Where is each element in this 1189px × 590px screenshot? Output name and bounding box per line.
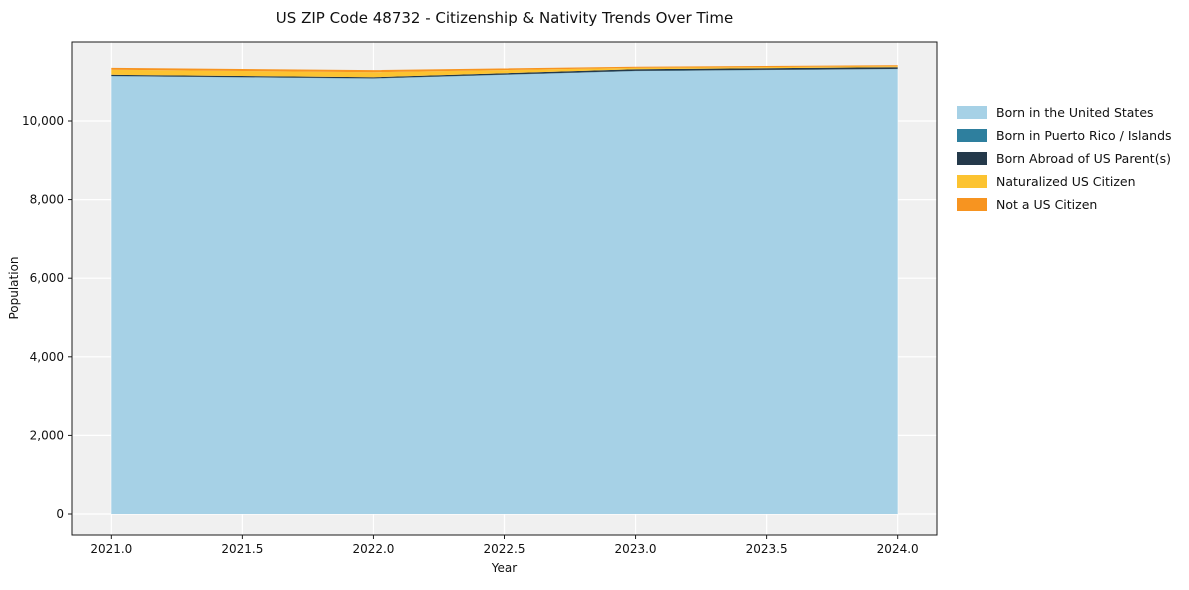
legend-swatch	[957, 128, 987, 142]
x-tick-label: 2021.0	[90, 542, 132, 556]
legend-label: Not a US Citizen	[996, 196, 1098, 212]
y-tick-label: 6,000	[30, 271, 64, 285]
x-tick-label: 2021.5	[221, 542, 263, 556]
legend-item: Not a US Citizen	[957, 196, 1172, 212]
area-series-4	[111, 65, 898, 73]
chart-title: US ZIP Code 48732 - Citizenship & Nativi…	[275, 9, 734, 27]
y-tick-label: 8,000	[30, 193, 64, 207]
y-tick-label: 0	[56, 507, 64, 521]
x-tick-label: 2024.0	[877, 542, 919, 556]
legend-label: Born Abroad of US Parent(s)	[996, 150, 1171, 166]
legend-label: Born in Puerto Rico / Islands	[996, 127, 1172, 143]
legend-label: Born in the United States	[996, 104, 1154, 120]
x-tick-label: 2023.5	[746, 542, 788, 556]
legend-item: Born Abroad of US Parent(s)	[957, 150, 1172, 166]
y-tick-label: 4,000	[30, 350, 64, 364]
legend-swatch	[957, 151, 987, 165]
legend-swatch	[957, 197, 987, 211]
legend-swatch	[957, 174, 987, 188]
x-tick-label: 2023.0	[615, 542, 657, 556]
legend: Born in the United States Born in Puerto …	[957, 105, 1172, 220]
legend-item: Born in the United States	[957, 104, 1172, 120]
x-axis-label: Year	[491, 561, 518, 575]
x-tick-label: 2022.0	[352, 542, 394, 556]
legend-item: Naturalized US Citizen	[957, 173, 1172, 189]
y-tick-label: 2,000	[30, 428, 64, 442]
legend-item: Born in Puerto Rico / Islands	[957, 127, 1172, 143]
y-tick-label: 10,000	[22, 114, 64, 128]
y-axis-label: Population	[7, 256, 21, 320]
area-series-0	[111, 69, 898, 514]
x-tick-label: 2022.5	[484, 542, 526, 556]
area-series-2	[111, 67, 898, 79]
area-series-3	[111, 66, 898, 78]
legend-swatch	[957, 105, 987, 119]
legend-label: Naturalized US Citizen	[996, 173, 1136, 189]
